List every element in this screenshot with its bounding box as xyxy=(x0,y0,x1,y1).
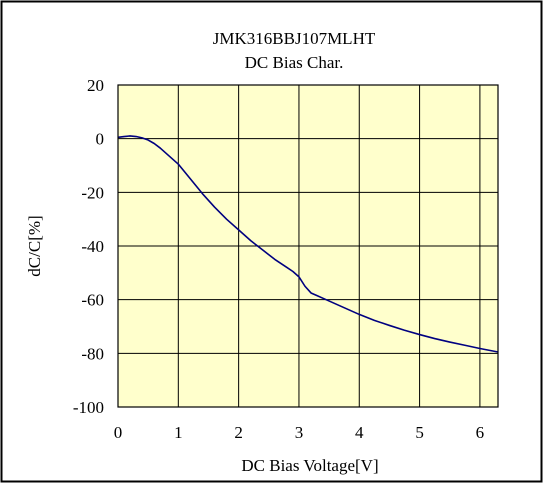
x-tick-label: 2 xyxy=(234,423,243,442)
plot-frame xyxy=(117,84,499,408)
chart-title: JMK316BBJ107MLHT xyxy=(213,29,376,48)
series-line-dc-bias xyxy=(117,135,499,353)
y-tick-label: -20 xyxy=(81,183,104,202)
series-layer xyxy=(117,135,499,353)
x-tick-label: 3 xyxy=(295,423,304,442)
y-tick-labels: 20 0 -20 -40 -60 -80 -100 xyxy=(73,76,104,417)
grid-lines xyxy=(118,85,498,407)
chart-subtitle: DC Bias Char. xyxy=(245,53,344,72)
x-tick-label: 0 xyxy=(114,423,123,442)
y-tick-label: -100 xyxy=(73,398,104,417)
x-tick-label: 4 xyxy=(355,423,364,442)
x-tick-labels: 0 1 2 3 4 5 6 xyxy=(114,423,484,442)
x-tick-label: 1 xyxy=(174,423,183,442)
y-tick-label: -60 xyxy=(81,291,104,310)
y-tick-label: 0 xyxy=(96,130,105,149)
y-axis-label: dC/C[%] xyxy=(25,215,44,276)
y-tick-label: 20 xyxy=(87,76,104,95)
x-axis-label: DC Bias Voltage[V] xyxy=(241,456,378,475)
x-tick-label: 6 xyxy=(476,423,485,442)
y-tick-label: -40 xyxy=(81,237,104,256)
x-tick-label: 5 xyxy=(415,423,424,442)
y-tick-label: -80 xyxy=(81,344,104,363)
